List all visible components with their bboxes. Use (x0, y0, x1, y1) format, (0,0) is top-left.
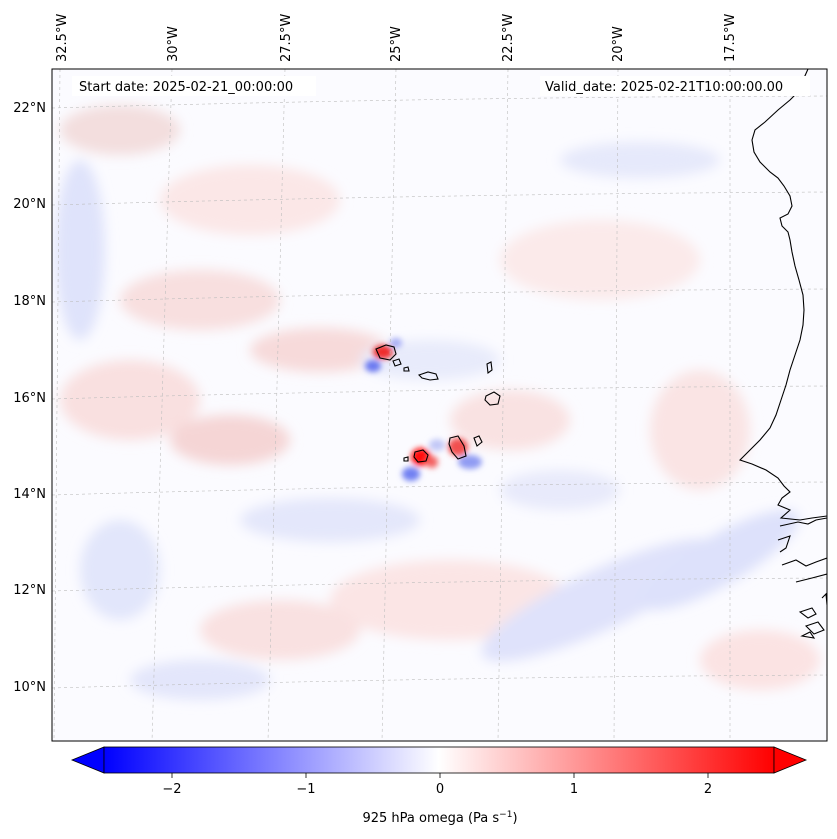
island-sao-nicolau (417, 371, 439, 381)
coastlines (375, 69, 827, 639)
colorbar-gradient (103, 746, 775, 774)
lat-label-10n: 10°N (13, 680, 46, 695)
start-date-label: Start date: 2025-02-21_00:00:00 (79, 80, 293, 95)
latitude-labels: 22°N 20°N 18°N 16°N 14°N 12°N 10°N (13, 101, 46, 695)
colorbar-label: 925 hPa omega (Pa s−1) (362, 810, 517, 826)
lat-label-22n: 22°N (13, 101, 46, 116)
island-sal (486, 361, 493, 375)
lon-label-27-5w: 27.5°W (279, 14, 294, 62)
colorbar-tick-0: 0 (436, 782, 444, 797)
colorbar: −2 −1 0 1 2 925 hPa omega (Pa s−1) (70, 746, 808, 826)
west-africa-coast (738, 69, 827, 521)
island-santo-antao (375, 344, 397, 361)
lon-label-25w: 25°W (389, 26, 404, 62)
lon-label-32-5w: 32.5°W (55, 14, 70, 62)
map-panel: Start date: 2025-02-21_00:00:00 Valid_da… (52, 69, 827, 741)
lon-label-17-5w: 17.5°W (723, 14, 738, 62)
colorbar-tick-2: 2 (704, 782, 712, 797)
omega-field (55, 105, 820, 700)
island-brava (403, 456, 409, 462)
lat-label-20n: 20°N (13, 197, 46, 212)
graticule (52, 69, 827, 741)
colorbar-extend-min (70, 746, 105, 774)
island-santiago (448, 435, 467, 460)
island-santa-luzia (403, 366, 410, 372)
valid-date-label: Valid_date: 2025-02-21T10:00:00.00 (545, 80, 783, 95)
island-sao-vicente (392, 358, 402, 367)
colorbar-tick-neg2: −2 (162, 782, 181, 797)
island-maio (473, 435, 483, 447)
lat-label-18n: 18°N (13, 294, 46, 309)
map-frame (51, 68, 828, 742)
lat-label-12n: 12°N (13, 583, 46, 598)
longitude-labels: 32.5°W 30°W 27.5°W 25°W 22.5°W 20°W 17.5… (55, 14, 738, 62)
colorbar-tick-neg1: −1 (296, 782, 315, 797)
lat-label-14n: 14°N (13, 487, 46, 502)
lon-label-30w: 30°W (166, 26, 181, 62)
lon-label-22-5w: 22.5°W (501, 14, 516, 62)
lat-label-16n: 16°N (13, 391, 46, 406)
island-fogo (413, 449, 429, 463)
island-boa-vista (484, 391, 501, 406)
start-date-box (72, 76, 316, 96)
valid-date-box (540, 76, 810, 96)
island-dipoles (365, 338, 482, 481)
colorbar-extend-max (773, 746, 808, 774)
lon-label-20w: 20°W (611, 26, 626, 62)
colorbar-tick-1: 1 (570, 782, 578, 797)
